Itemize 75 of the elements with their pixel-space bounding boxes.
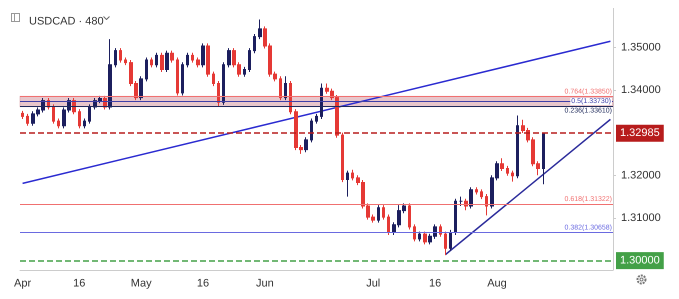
candlestick (310, 118, 313, 143)
candlestick (201, 42, 205, 68)
candlestick (346, 170, 349, 198)
candlestick (279, 76, 282, 101)
candlestick (480, 188, 483, 200)
candlestick (196, 57, 200, 68)
candlestick (57, 118, 60, 129)
candlestick (341, 132, 344, 183)
x-tick-label: Jun (256, 278, 274, 290)
candlestick (500, 158, 504, 172)
candlestick (119, 48, 122, 64)
candlestick (181, 62, 184, 96)
candlestick (485, 194, 488, 216)
candlestick (52, 104, 55, 124)
candlestick (145, 57, 148, 82)
candlestick (253, 34, 256, 54)
candlestick (160, 52, 164, 73)
candlestick (227, 48, 231, 68)
candlestick (413, 224, 416, 242)
candlestick (83, 118, 86, 129)
candlestick (542, 132, 545, 185)
candlestick (315, 113, 318, 124)
text: USDCAD · 480 (29, 16, 104, 28)
candlestick (469, 186, 473, 210)
candlestick (377, 204, 380, 224)
candlestick (212, 71, 215, 87)
candlestick (139, 76, 143, 101)
candlestick (459, 196, 463, 206)
candlestick (150, 57, 153, 68)
candlestick (516, 115, 519, 179)
candlestick (387, 214, 390, 236)
candlestick (454, 198, 457, 236)
candlestick (382, 204, 385, 220)
candlestick (511, 170, 514, 182)
candlestick (176, 57, 179, 96)
candlestick (423, 231, 427, 245)
ref-line-label: 1.30000 (620, 254, 660, 267)
candlestick (78, 108, 81, 129)
candlestick (408, 202, 411, 230)
candlestick (258, 19, 262, 40)
x-tick-label: 16 (196, 278, 210, 290)
x-tick-label: Jul (366, 278, 380, 290)
y-tick-label: 1.32000 (621, 169, 661, 182)
candlestick (26, 113, 29, 126)
x-tick-label: May (130, 278, 152, 290)
candlestick (304, 136, 308, 153)
y-tick-label: 1.35000 (621, 41, 661, 54)
x-tick-label: 16 (73, 278, 86, 290)
candlestick (449, 229, 452, 252)
candlestick (289, 80, 292, 115)
y-tick-label: 1.34000 (621, 84, 661, 96)
x-tick-label: Apr (14, 278, 32, 290)
candlestick (506, 165, 509, 176)
candlestick (124, 57, 127, 66)
y-tick-label: 1.31000 (621, 212, 661, 224)
x-tick-label: 16 (428, 278, 442, 290)
candlestick (186, 52, 189, 68)
candlestick (418, 231, 421, 242)
candlestick (351, 169, 354, 181)
candlestick (114, 48, 117, 68)
candlestick (444, 231, 447, 256)
x-tick-label: Aug (487, 278, 507, 290)
candlestick (217, 80, 220, 108)
candlestick (284, 76, 287, 101)
candlestick (475, 186, 478, 195)
candlestick (170, 50, 174, 64)
candlestick (248, 48, 251, 73)
candlestick (165, 50, 169, 73)
candlestick (243, 66, 246, 78)
candlestick (206, 42, 210, 78)
candlestick (21, 110, 24, 120)
candlestick (439, 224, 442, 238)
candlestick (155, 52, 158, 68)
ref-line-label: 1.32985 (620, 127, 660, 140)
candlestick (191, 52, 194, 64)
